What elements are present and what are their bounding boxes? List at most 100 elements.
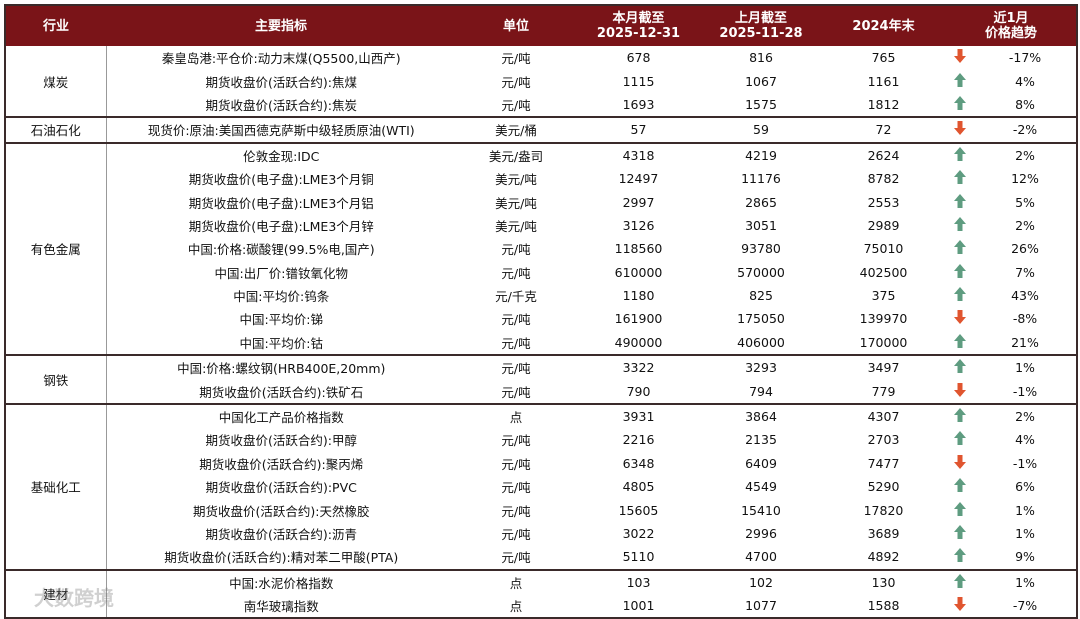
current: 2997	[622, 194, 655, 210]
price-table: 行业 主要指标 单位 本月截至 2025-12-31 上月截至 2025-11-28 20…	[4, 4, 1079, 619]
unit: 美元/吨	[495, 218, 537, 234]
indicator: 期货收盘价(活跃合约):甲醇	[205, 433, 357, 449]
trend-arrow	[954, 382, 966, 397]
trend-arrow	[954, 216, 966, 231]
previous: 2865	[745, 194, 777, 210]
trend-arrow	[954, 49, 966, 64]
indicator: 中国:出厂价:镨钕氧化物	[214, 265, 348, 281]
previous: 15410	[741, 502, 781, 518]
trend-arrow-cell	[946, 190, 974, 213]
indicator: 伦敦金现:IDC	[106, 141, 456, 167]
year-end: 2703	[867, 432, 900, 448]
trend-arrow-cell	[946, 428, 974, 451]
trend-arrow-cell	[946, 331, 974, 355]
trend-arrow	[954, 478, 966, 493]
trend: 2%	[1015, 217, 1035, 233]
arrow-shape	[954, 310, 966, 325]
year-end: 17820	[863, 502, 904, 518]
trend: 1%	[1015, 502, 1035, 518]
previous: 825	[749, 288, 773, 304]
arrow-shape	[954, 95, 966, 110]
trend-arrow	[954, 333, 966, 348]
column-header: 近1月 价格趋势	[946, 5, 1078, 46]
arrow-shape	[954, 548, 966, 563]
year-end: 765	[871, 50, 896, 66]
trend-arrow-cell	[946, 307, 974, 330]
column-header: 单位	[456, 5, 576, 46]
trend-arrow-cell	[946, 498, 974, 521]
indicator: 中国:价格:螺纹钢(HRB400E,20mm)	[106, 354, 456, 380]
year-end: 1812	[867, 96, 900, 112]
current: 2216	[622, 432, 655, 448]
unit: 元/吨	[501, 265, 531, 281]
previous: 794	[749, 383, 773, 399]
indicator: 南华玻璃指数	[243, 599, 319, 615]
table-row: 期货收盘价(活跃合约):焦炭 元/吨 1693 1575 1812 8%	[5, 93, 1077, 117]
trend: -7%	[1012, 598, 1038, 614]
year-end: 402500	[859, 264, 908, 280]
year-end: 8782	[867, 171, 900, 187]
indicator: 期货收盘价(活跃合约):焦炭	[205, 97, 357, 113]
current: 790	[626, 383, 651, 399]
year-end: 779	[871, 383, 896, 399]
trend: 26%	[1011, 241, 1039, 257]
current: 15605	[618, 502, 659, 518]
previous: 2996	[745, 526, 777, 541]
year-end: 170000	[859, 334, 908, 350]
arrow-shape	[954, 525, 966, 539]
industry: 建材	[5, 568, 107, 619]
table-row: 期货收盘价(活跃合约):聚丙烯 元/吨 6348 6409 7477 -1%	[5, 452, 1077, 475]
trend-arrow-cell	[946, 116, 974, 143]
trend: 12%	[1011, 171, 1039, 187]
year-end: 2553	[867, 194, 900, 210]
trend-arrow-cell	[946, 568, 974, 594]
trend-arrow-cell	[946, 141, 974, 167]
trend: 1%	[1015, 526, 1035, 541]
current: 3126	[622, 217, 655, 233]
trend-arrow-cell	[946, 261, 974, 284]
previous: 93780	[741, 241, 781, 257]
arrow-shape	[954, 454, 966, 469]
previous: 3864	[701, 402, 821, 429]
trend-arrow	[954, 501, 966, 516]
industry: 有色金属	[5, 141, 107, 356]
trend-arrow-cell	[946, 93, 974, 117]
industry: 基础化工	[5, 402, 107, 570]
trend: 2%	[974, 402, 1078, 429]
arrow-shape	[954, 478, 966, 493]
table-row: 期货收盘价(活跃合约):天然橡胶 元/吨 15605 15410 17820 1%	[5, 498, 1077, 521]
arrow-shape	[954, 240, 966, 255]
trend: 1%	[974, 354, 1078, 380]
trend-arrow	[954, 548, 966, 563]
trend: 4%	[1015, 73, 1035, 89]
arrow-shape	[954, 333, 966, 348]
unit: 元/吨	[501, 335, 531, 351]
trend-arrow-cell	[946, 214, 974, 237]
arrow-shape	[954, 431, 966, 446]
indicator: 期货收盘价(电子盘):LME3个月铝	[188, 195, 374, 211]
trend-arrow-cell	[946, 284, 974, 307]
current: 1115	[622, 73, 655, 89]
indicator: 中国:平均价:钨条	[233, 289, 330, 305]
indicator: 期货收盘价(活跃合约):铁矿石	[199, 384, 364, 400]
current: 3931	[576, 402, 701, 429]
column-header: 上月截至 2025-11-28	[701, 5, 821, 46]
trend: 6%	[1015, 479, 1035, 495]
year-end: 130	[821, 568, 946, 594]
column-header: 本月截至 2025-12-31	[576, 5, 701, 46]
indicator: 期货收盘价(活跃合约):焦煤	[205, 74, 357, 90]
unit: 元/吨	[501, 312, 531, 328]
arrow-shape	[954, 382, 966, 397]
trend-arrow	[954, 525, 966, 539]
unit: 美元/盎司	[456, 141, 576, 167]
unit: 元/吨	[501, 242, 531, 258]
current: 1001	[622, 598, 655, 614]
trend-arrow-cell	[946, 522, 974, 545]
trend-arrow	[954, 454, 966, 469]
year-end: 1161	[867, 73, 900, 89]
trend: 43%	[1011, 288, 1039, 304]
trend-arrow-cell	[946, 69, 974, 92]
trend-arrow	[954, 310, 966, 325]
table-row: 基础化工 中国化工产品价格指数点 3931 3864 4307 2%	[5, 402, 1078, 570]
indicator: 现货价:原油:美国西德克萨斯中级轻质原油(WTI)	[106, 116, 456, 143]
